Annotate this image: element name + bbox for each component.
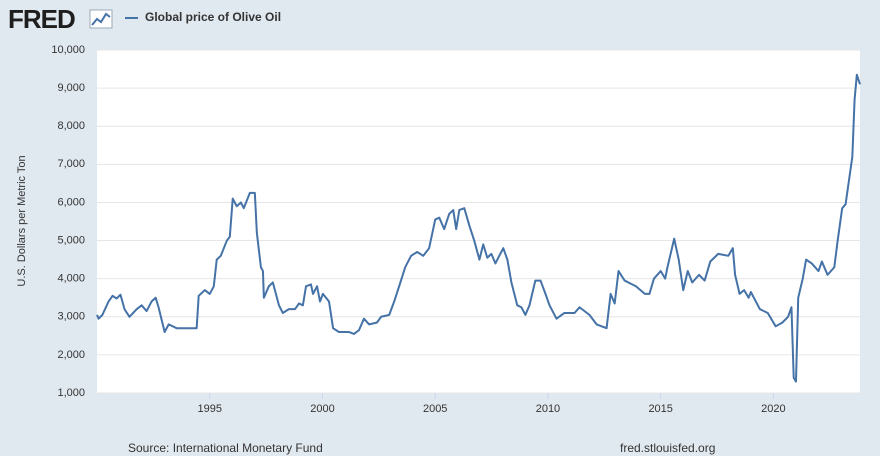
y-tick-label: 4,000 (57, 273, 85, 285)
logo-icon (89, 9, 113, 29)
y-tick-label: 9,000 (57, 82, 85, 94)
y-tick-label: 3,000 (57, 311, 85, 323)
y-tick-label: 1,000 (57, 387, 85, 399)
y-axis-label: U.S. Dollars per Metric Ton (16, 155, 28, 286)
x-tick-label: 2015 (648, 403, 672, 415)
x-tick-label: 1995 (197, 403, 221, 415)
y-tick-label: 10,000 (51, 44, 85, 56)
source: Source: International Monetary Fund (128, 441, 323, 455)
legend-label: Global price of Olive Oil (145, 10, 281, 24)
y-tick-label: 6,000 (57, 196, 85, 208)
data-line (96, 73, 861, 383)
y-tick-label: 5,000 (57, 234, 85, 246)
logo: FRED (8, 4, 75, 34)
x-tick-label: 2010 (536, 403, 560, 415)
x-tick-label: 2020 (761, 403, 785, 415)
y-tick-label: 7,000 (57, 158, 85, 170)
x-tick-label: 2000 (310, 403, 334, 415)
y-tick-label: 2,000 (57, 349, 85, 361)
y-tick-label: 8,000 (57, 120, 85, 132)
x-tick-label: 2005 (423, 403, 447, 415)
site: fred.stlouisfed.org (620, 441, 715, 455)
plot-area (97, 50, 860, 393)
